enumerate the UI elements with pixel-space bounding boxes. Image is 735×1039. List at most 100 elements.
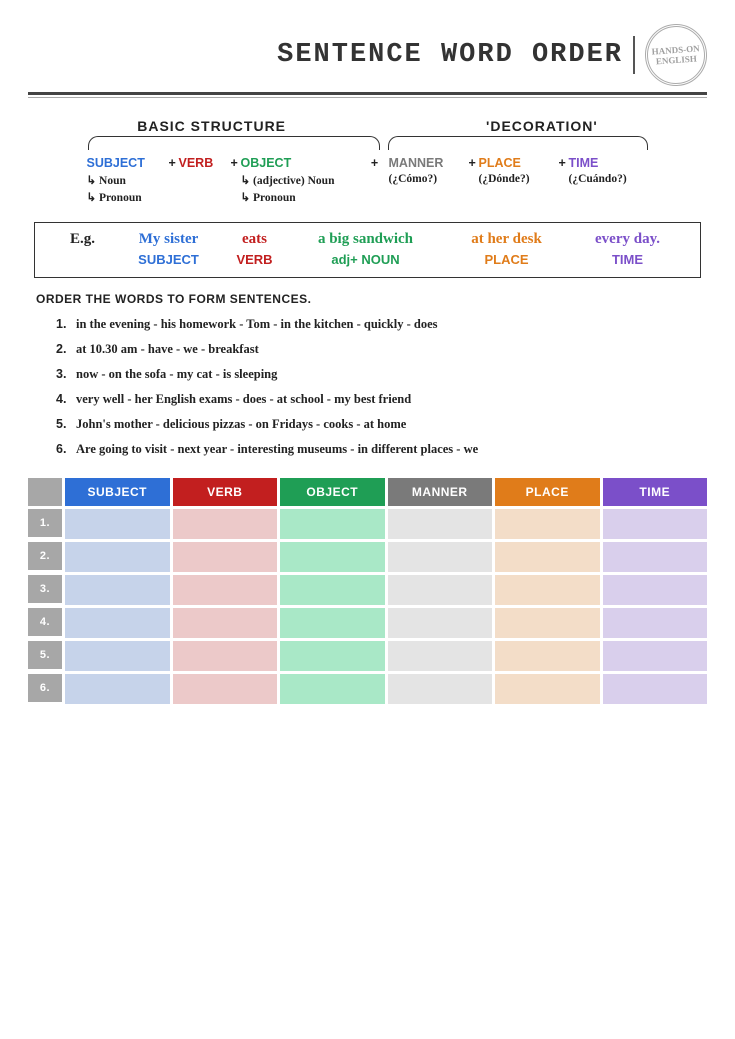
answer-cell[interactable] — [65, 674, 170, 704]
answer-cell[interactable] — [603, 641, 708, 671]
exl-verb: VERB — [225, 252, 285, 267]
row-number: 3. — [28, 575, 62, 603]
answer-cell[interactable] — [388, 674, 493, 704]
head-basic: BASIC STRUCTURE — [137, 118, 286, 134]
answer-cell[interactable] — [173, 641, 278, 671]
answer-cell[interactable] — [65, 575, 170, 605]
ex-lead: E.g. — [53, 231, 113, 248]
question-item: 4.very well - her English exams - does -… — [56, 387, 707, 412]
question-item: 2.at 10.30 am - have - we - breakfast — [56, 337, 707, 362]
table-header: SUBJECT — [65, 478, 170, 506]
answer-cell[interactable] — [388, 575, 493, 605]
answer-cell[interactable] — [603, 674, 708, 704]
answer-cell[interactable] — [603, 542, 708, 572]
table-header: TIME — [603, 478, 708, 506]
question-item: 5.John's mother - delicious pizzas - on … — [56, 412, 707, 437]
answer-cell[interactable] — [388, 641, 493, 671]
example-sentence: E.g. My sister eats a big sandwich at he… — [45, 231, 690, 248]
question-number: 3. — [56, 362, 76, 387]
plus-icon: + — [469, 156, 479, 170]
answer-cell[interactable] — [280, 542, 385, 572]
label-object: OBJECT — [241, 156, 361, 170]
question-text: John's mother - delicious pizzas - on Fr… — [76, 417, 406, 431]
answer-cell[interactable] — [65, 608, 170, 638]
row-number: 4. — [28, 608, 62, 636]
sub-subject-1: ↳ Noun — [87, 173, 169, 187]
table-header: VERB — [173, 478, 278, 506]
ex-object: a big sandwich — [291, 231, 441, 248]
row-number: 2. — [28, 542, 62, 570]
answer-cell[interactable] — [495, 575, 600, 605]
answer-cell[interactable] — [173, 674, 278, 704]
answer-cell[interactable] — [280, 509, 385, 539]
page-title: SENTENCE WORD ORDER — [277, 40, 623, 70]
brace-left — [88, 136, 380, 150]
answer-cell[interactable] — [388, 542, 493, 572]
section-heads: BASIC STRUCTURE 'DECORATION' — [28, 118, 707, 134]
question-item: 3.now - on the sofa - my cat - is sleepi… — [56, 362, 707, 387]
answer-cell[interactable] — [173, 542, 278, 572]
table-header: PLACE — [495, 478, 600, 506]
table-header: MANNER — [388, 478, 493, 506]
answer-cell[interactable] — [173, 575, 278, 605]
exl-time: TIME — [573, 252, 683, 267]
sub-subject-2: ↳ Pronoun — [87, 190, 169, 204]
question-text: now - on the sofa - my cat - is sleeping — [76, 367, 277, 381]
label-place: PLACE — [479, 156, 559, 170]
question-text: at 10.30 am - have - we - breakfast — [76, 342, 259, 356]
braces — [28, 136, 707, 150]
label-verb: VERB — [179, 156, 231, 170]
ex-verb: eats — [225, 231, 285, 248]
answer-cell[interactable] — [173, 509, 278, 539]
answer-cell[interactable] — [495, 542, 600, 572]
answer-cell[interactable] — [280, 575, 385, 605]
instruction: ORDER THE WORDS TO FORM SENTENCES. — [36, 292, 707, 306]
head-decoration: 'DECORATION' — [486, 118, 598, 134]
answer-cell[interactable] — [65, 641, 170, 671]
rule-thick — [28, 92, 707, 95]
ex-time: every day. — [573, 231, 683, 248]
answer-cell[interactable] — [388, 608, 493, 638]
question-number: 6. — [56, 437, 76, 462]
label-time: TIME — [569, 156, 649, 170]
answer-cell[interactable] — [495, 509, 600, 539]
example-box: E.g. My sister eats a big sandwich at he… — [34, 222, 701, 278]
answer-cell[interactable] — [495, 641, 600, 671]
question-number: 4. — [56, 387, 76, 412]
table-header: OBJECT — [280, 478, 385, 506]
brand-stamp: HANDS-ON ENGLISH — [643, 22, 709, 88]
question-number: 5. — [56, 412, 76, 437]
answer-cell[interactable] — [603, 608, 708, 638]
exl-subject: SUBJECT — [119, 252, 219, 267]
question-text: Are going to visit - next year - interes… — [76, 442, 478, 456]
title-divider — [633, 36, 635, 74]
answer-cell[interactable] — [280, 674, 385, 704]
row-number: 5. — [28, 641, 62, 669]
answer-cell[interactable] — [65, 509, 170, 539]
ex-place: at her desk — [447, 231, 567, 248]
answer-cell[interactable] — [495, 674, 600, 704]
exl-place: PLACE — [447, 252, 567, 267]
plus-icon: + — [169, 156, 179, 170]
sub-object-1: ↳ (adjective) Noun — [241, 173, 361, 187]
table-corner — [28, 478, 62, 506]
plus-icon: + — [559, 156, 569, 170]
answer-cell[interactable] — [603, 575, 708, 605]
question-item: 6.Are going to visit - next year - inter… — [56, 437, 707, 462]
question-text: in the evening - his homework - Tom - in… — [76, 317, 438, 331]
question-list: 1.in the evening - his homework - Tom - … — [28, 312, 707, 462]
hint-time: (¿Cuándo?) — [569, 173, 649, 185]
answer-cell[interactable] — [280, 608, 385, 638]
plus-icon: + — [361, 156, 389, 170]
answer-cell[interactable] — [65, 542, 170, 572]
answer-cell[interactable] — [280, 641, 385, 671]
plus-icon: + — [231, 156, 241, 170]
ex-subject: My sister — [119, 231, 219, 248]
answer-cell[interactable] — [388, 509, 493, 539]
structure-grid: SUBJECT + VERB + OBJECT + MANNER + PLACE… — [28, 156, 707, 204]
answer-cell[interactable] — [495, 608, 600, 638]
example-labels: SUBJECT VERB adj+ NOUN PLACE TIME — [45, 252, 690, 267]
hint-place: (¿Dónde?) — [479, 173, 559, 185]
answer-cell[interactable] — [173, 608, 278, 638]
answer-cell[interactable] — [603, 509, 708, 539]
